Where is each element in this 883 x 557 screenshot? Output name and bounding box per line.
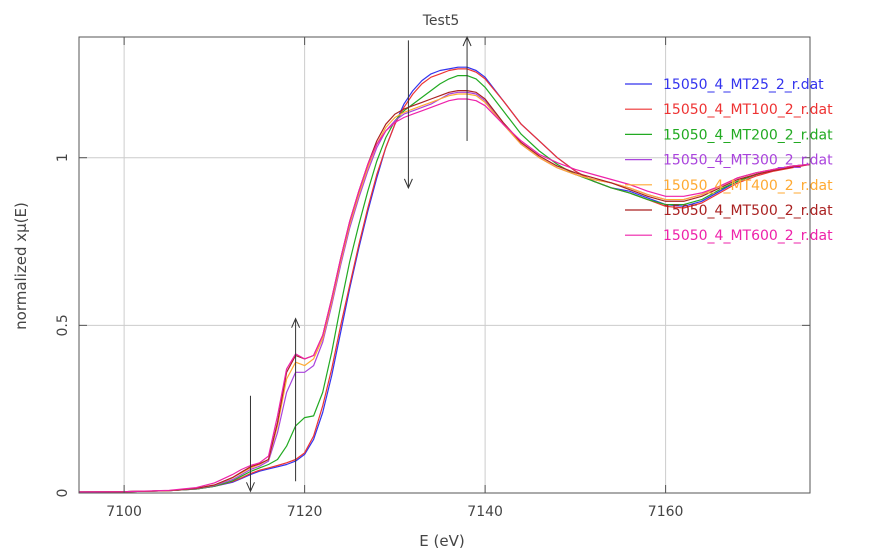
legend-item: 15050_4_MT200_2_r.dat — [625, 127, 833, 143]
legend-item: 15050_4_MT400_2_r.dat — [625, 178, 833, 194]
arrow-down — [246, 395, 255, 493]
x-axis-title: E (eV) — [419, 532, 464, 550]
arrow-down — [403, 40, 413, 190]
legend: 15050_4_MT25_2_r.dat 15050_4_MT100_2_r.da… — [625, 77, 833, 244]
legend-label: 15050_4_MT500_2_r.dat — [663, 203, 833, 219]
legend-label: 15050_4_MT600_2_r.dat — [663, 228, 833, 244]
legend-label: 15050_4_MT400_2_r.dat — [663, 178, 833, 194]
y-tick-label: 0 — [55, 489, 71, 498]
y-tick-label: 0.5 — [55, 314, 71, 336]
legend-item: 15050_4_MT100_2_r.dat — [625, 102, 833, 118]
series-line-2 — [78, 68, 811, 493]
x-tick-label: 7120 — [287, 504, 323, 520]
legend-label: 15050_4_MT200_2_r.dat — [663, 127, 833, 143]
y-axis-title: normalized xμ(E) — [12, 202, 30, 330]
legend-label: 15050_4_MT25_2_r.dat — [663, 77, 824, 93]
series-line-7 — [78, 98, 811, 493]
y-tick-label: 1 — [55, 153, 71, 162]
legend-item: 15050_4_MT600_2_r.dat — [625, 228, 833, 244]
legend-label: 15050_4_MT100_2_r.dat — [663, 102, 833, 118]
arrow-up — [462, 35, 472, 141]
annotation-arrows — [246, 35, 472, 493]
axis-ticks: 7100 7120 7140 7160 0 0.5 1 — [55, 37, 810, 520]
legend-item: 15050_4_MT300_2_r.dat — [625, 153, 833, 169]
x-tick-label: 7100 — [106, 504, 142, 520]
legend-item: 15050_4_MT25_2_r.dat — [625, 77, 824, 93]
x-tick-label: 7140 — [467, 504, 503, 520]
chart-title: Test5 — [422, 13, 459, 29]
legend-item: 15050_4_MT500_2_r.dat — [625, 203, 833, 219]
series-line-6 — [78, 90, 811, 493]
plot-frame — [78, 36, 811, 494]
arrow-up — [291, 317, 301, 482]
series-line-1 — [78, 66, 811, 493]
series-lines — [78, 66, 811, 493]
series-line-3 — [78, 75, 811, 493]
grid-lines — [79, 37, 810, 493]
legend-label: 15050_4_MT300_2_r.dat — [663, 153, 833, 169]
x-tick-label: 7160 — [648, 504, 684, 520]
